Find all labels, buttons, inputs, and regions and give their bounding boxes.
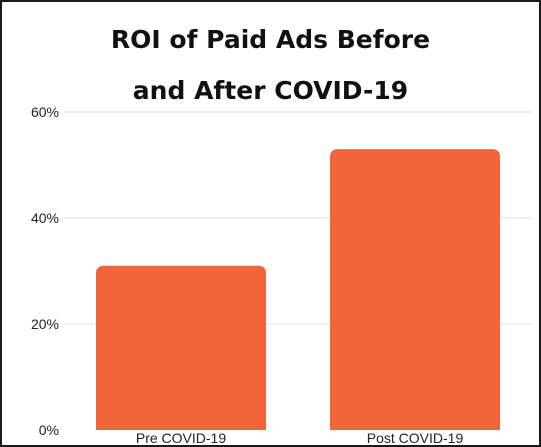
chart-title-line-1: ROI of Paid Ads Before: [110, 25, 431, 54]
y-tick-label: 0%: [39, 422, 59, 438]
chart-title: ROI of Paid Ads Before and After COVID-1…: [2, 14, 539, 116]
bar-pre-covid-19: [96, 265, 266, 430]
x-tick-label: Post COVID-19: [367, 430, 464, 445]
chart-title-line-2: and After COVID-19: [132, 76, 409, 105]
y-tick-label: 20%: [31, 316, 59, 332]
x-axis-ticks: Pre COVID-19 Post COVID-19: [136, 430, 464, 445]
y-tick-label: 60%: [31, 104, 59, 120]
y-tick-label: 40%: [31, 210, 59, 226]
bars-layer: [96, 149, 500, 430]
y-axis-ticks: 0% 20% 40% 60%: [31, 104, 59, 438]
bar-post-covid-19: [330, 149, 500, 430]
x-tick-label: Pre COVID-19: [136, 430, 226, 445]
